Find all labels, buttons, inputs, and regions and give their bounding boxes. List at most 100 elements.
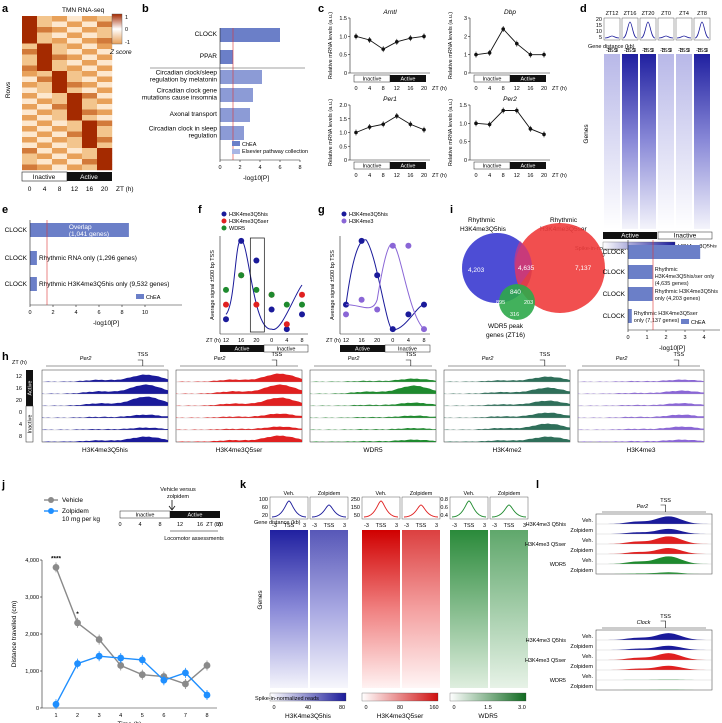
data-point xyxy=(268,291,275,298)
fit-curve xyxy=(225,239,303,330)
panel-d: d ZT12-3TSS3ZT16-3TSS3ZT20-3TSS3ZT0-3TSS… xyxy=(575,3,717,259)
bar-label: (4,635 genes) xyxy=(655,281,689,287)
heatmap-cell xyxy=(67,131,83,138)
axis-label: -3 xyxy=(312,523,317,529)
series-line xyxy=(475,110,545,135)
x-tick-label: 2 xyxy=(664,335,667,341)
heatmap-cell xyxy=(97,159,113,165)
d-phase-active xyxy=(603,232,657,239)
heatmap-cell xyxy=(52,21,68,28)
coverage-track xyxy=(42,427,168,430)
zt-tick: 16 xyxy=(407,173,413,179)
coverage-track xyxy=(42,436,168,442)
heatmap-cell xyxy=(97,148,113,154)
heatmap-cell xyxy=(97,60,113,66)
heatmap-cell xyxy=(22,38,38,44)
panel-e: e CLOCK Overlap(1,041 genes) CLOCK Rhythmic… xyxy=(2,204,182,327)
heatmap-cell xyxy=(97,120,113,127)
heatmap-cell xyxy=(37,49,53,55)
data-point xyxy=(354,130,358,135)
x-tick-label: 6 xyxy=(162,713,165,719)
zt-tick: 20 xyxy=(374,338,380,344)
heatmap-cell xyxy=(22,109,38,116)
zt-tick: 8 xyxy=(58,186,62,193)
coverage-track xyxy=(596,548,712,554)
tss-signal-chart-g: Average signal ±500 bp TSS 12 16 20 0 4 8 ZT (h… xyxy=(326,211,431,353)
vehicle-point xyxy=(117,662,125,669)
heatmap-cell xyxy=(52,98,68,105)
zt-tick: 4 xyxy=(488,86,491,92)
coverage-track xyxy=(176,373,302,382)
venn-title-q5his-1: Rhythmic xyxy=(468,217,496,224)
axis-label: TSS xyxy=(697,48,708,54)
coverage-track xyxy=(310,428,436,430)
gene-name: Per2 xyxy=(616,356,628,362)
zt-row-label: 16 xyxy=(16,386,22,392)
coverage-track xyxy=(444,400,570,406)
heatmap-cell xyxy=(22,49,38,55)
phase-active xyxy=(510,75,546,82)
panel-i: i Rhythmic H3K4me3Q5his Rhythmic H3K4me3… xyxy=(450,204,722,352)
heatmap-cell xyxy=(52,43,68,50)
category-label: CLOCK xyxy=(5,255,28,262)
fit-curve xyxy=(345,243,425,330)
gene-title: Per1 xyxy=(383,96,397,103)
axis-label: -3 xyxy=(678,48,683,54)
i-x-ticks: 0 1 2 3 4 xyxy=(626,330,706,341)
phase-inactive xyxy=(263,344,309,353)
heatmap-cell xyxy=(22,104,38,110)
condition-label: Veh. xyxy=(582,538,593,544)
profile-box xyxy=(675,17,693,41)
heatmap-cell xyxy=(97,98,113,105)
condition-label: Veh. xyxy=(582,674,593,680)
legend-swatch xyxy=(48,497,54,503)
heatmap-cell xyxy=(67,142,83,149)
zt-tick: 4 xyxy=(488,173,491,179)
data-point xyxy=(422,34,426,39)
inset-tick: 12 xyxy=(177,522,183,528)
heatmap-cell xyxy=(22,76,38,83)
zt-row-label: 4 xyxy=(19,422,22,428)
heatmap-cell xyxy=(37,54,53,61)
e-x-label: -log10[P] xyxy=(93,320,119,327)
zt-header: ZT0 xyxy=(661,11,671,17)
zt-tick: 4 xyxy=(407,338,410,344)
zolpidem-line xyxy=(55,655,208,705)
zt-row-label: 12 xyxy=(16,374,22,380)
panel-letter-h: h xyxy=(2,351,9,363)
axis-label: -3 xyxy=(642,48,647,54)
data-point xyxy=(367,125,372,129)
heatmap-cell xyxy=(97,115,113,121)
profile-ytick: 0.4 xyxy=(440,513,448,519)
heatmap-cell xyxy=(22,153,38,160)
heatmap-cell xyxy=(22,43,38,50)
zt-tick: 8 xyxy=(300,338,303,344)
heatmap-cell xyxy=(82,76,98,83)
heatmap-cell xyxy=(67,148,83,154)
zt-header: ZT8 xyxy=(697,11,707,17)
heatmap-cell xyxy=(82,38,98,44)
enrichment-bar xyxy=(220,70,262,84)
heatmap-cell xyxy=(97,153,113,160)
heatmap-cell xyxy=(22,120,38,127)
zt-tick: 20 xyxy=(101,186,109,193)
y-tick-label: 4,000 xyxy=(25,558,39,564)
heatmap-cell xyxy=(37,76,53,83)
x-tick-label: 1 xyxy=(645,335,648,341)
condition-header: Veh. xyxy=(463,491,474,497)
data-point xyxy=(542,132,546,137)
coverage-track xyxy=(42,384,168,394)
data-point xyxy=(487,51,492,55)
heatmap-cell xyxy=(52,16,68,22)
data-point xyxy=(389,242,396,249)
highlight-box xyxy=(249,237,265,333)
tss-arrow xyxy=(271,359,278,366)
condition-header: Zolpidem xyxy=(498,491,521,497)
phase-label-active: Active xyxy=(80,174,98,181)
phase-label: Active xyxy=(28,381,34,396)
heatmap-cell xyxy=(97,76,113,83)
heatmap-cell xyxy=(97,93,113,99)
coverage-track xyxy=(444,412,570,418)
enrichment-bars-e: CLOCK Overlap(1,041 genes) CLOCK Rhythmic R… xyxy=(5,223,169,291)
